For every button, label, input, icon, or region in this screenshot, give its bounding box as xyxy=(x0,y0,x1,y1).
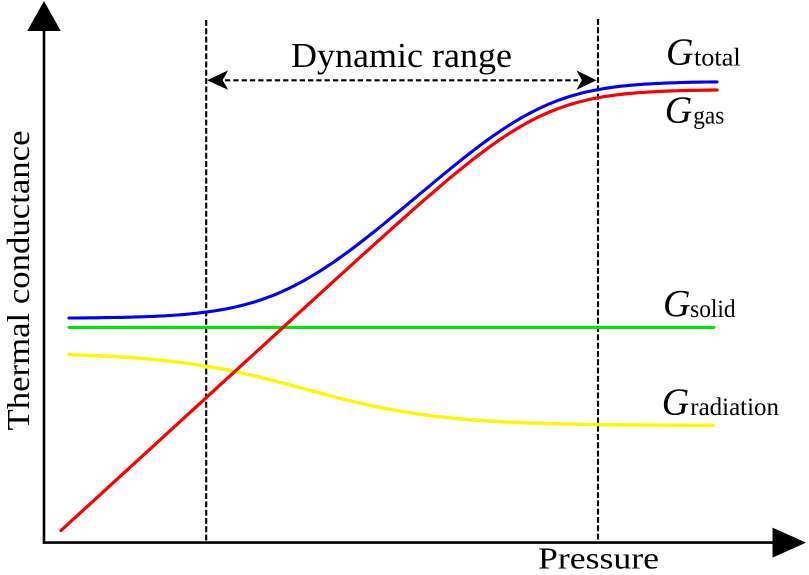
svg-text:gas: gas xyxy=(693,103,724,130)
svg-text:total: total xyxy=(694,44,741,71)
svg-text:G: G xyxy=(665,89,692,131)
svg-text:radiation: radiation xyxy=(690,394,779,421)
svg-text:G: G xyxy=(663,283,690,325)
svg-text:Thermal conductance: Thermal conductance xyxy=(0,131,36,431)
svg-text:G: G xyxy=(662,382,689,424)
svg-text:Dynamic range: Dynamic range xyxy=(291,36,512,75)
svg-text:Pressure: Pressure xyxy=(538,541,659,575)
svg-text:solid: solid xyxy=(690,296,736,323)
svg-text:G: G xyxy=(666,31,693,73)
